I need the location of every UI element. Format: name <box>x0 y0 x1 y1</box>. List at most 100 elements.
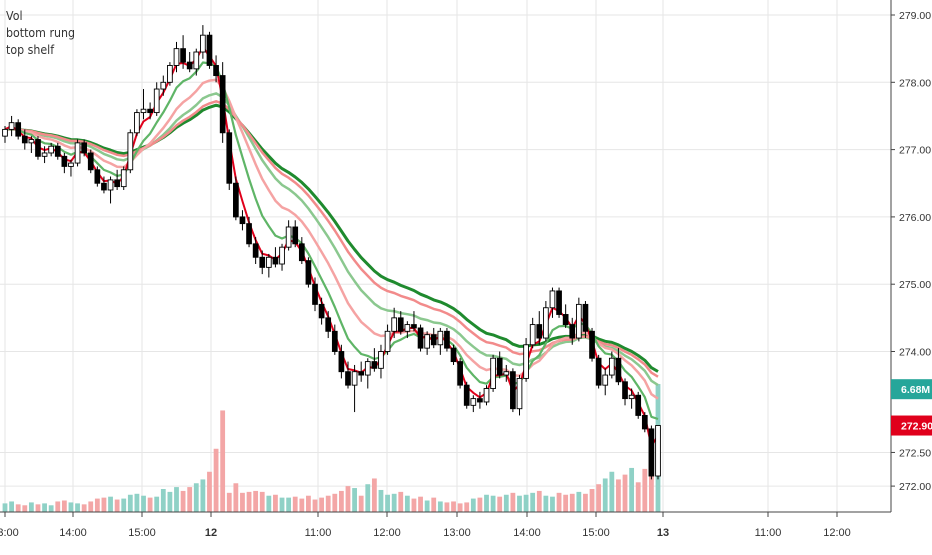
x-tick-label: 12:00 <box>373 527 401 539</box>
x-tick-label: 15:00 <box>128 527 156 539</box>
volume-bar <box>543 495 549 512</box>
ma-line-red-light <box>4 100 659 378</box>
x-tick-label: 12 <box>205 527 217 539</box>
candle-down <box>450 347 457 363</box>
volume-bar <box>583 493 588 512</box>
candle-down <box>259 256 266 268</box>
candle-down <box>345 371 351 386</box>
candle-down <box>246 223 252 245</box>
volume-bar <box>279 497 285 512</box>
volume-bar <box>233 483 239 512</box>
ma-line-red-lighter <box>4 78 659 400</box>
x-tick-label: 13:00 <box>0 527 19 539</box>
candle-up <box>490 357 496 389</box>
candle-up <box>41 152 48 157</box>
volume-bar <box>523 494 529 512</box>
volume-bar <box>35 504 41 512</box>
volume-bar <box>180 490 186 512</box>
volume-bar <box>596 484 602 512</box>
volume-bar <box>246 491 252 512</box>
candle-up <box>279 246 285 265</box>
volume-bar <box>556 492 562 512</box>
candle-down <box>101 182 107 191</box>
candle-up <box>8 122 15 130</box>
volume-bar <box>266 495 272 512</box>
volume-bar <box>55 501 61 512</box>
candle-down <box>318 303 325 319</box>
y-tick-label: 276.00 <box>899 212 931 224</box>
volume-bar <box>616 479 621 512</box>
volume-bar <box>378 489 384 512</box>
x-tick-label: 11:00 <box>305 527 332 539</box>
volume-bar <box>385 494 390 512</box>
candle-down <box>94 169 101 184</box>
candle-down <box>312 283 318 305</box>
y-tick-label: 278.00 <box>899 77 931 89</box>
volume-bar <box>576 491 582 512</box>
volume-bar <box>550 496 555 512</box>
candle-down <box>61 155 68 167</box>
candle-down <box>325 317 332 332</box>
candle-down <box>444 330 450 349</box>
ma-line-fast-green <box>4 61 659 421</box>
volume-bar <box>141 495 146 512</box>
x-axis: 13:00 14:00 15:00 12 11:00 12:00 13:00 14:00 15:… <box>0 511 891 539</box>
volume-bar <box>398 491 404 512</box>
candle-up <box>265 256 272 268</box>
candle-up <box>424 334 430 349</box>
candle-up <box>516 377 523 410</box>
volume-bar <box>444 502 450 512</box>
candle-up <box>470 398 477 406</box>
candle-up <box>391 317 398 332</box>
candle-down <box>35 139 41 157</box>
volume-bar <box>147 497 153 512</box>
x-tick-label: 14:00 <box>513 527 541 539</box>
candle-down <box>81 142 88 154</box>
price-label-box <box>891 415 932 436</box>
x-tick-label: 15:00 <box>582 527 610 539</box>
volume-bar <box>220 410 226 512</box>
candle-up <box>602 374 609 386</box>
volume-bar <box>286 497 292 512</box>
y-tick-label: 277.00 <box>899 145 931 157</box>
legend: Vol bottom rung top shelf <box>6 8 75 59</box>
volume-bar <box>470 498 476 512</box>
candle-up <box>404 324 411 332</box>
y-tick-label: 275.00 <box>899 279 931 291</box>
volume-bar <box>451 501 456 512</box>
candle-down <box>298 243 305 262</box>
volume-bar <box>22 505 28 512</box>
volume-bar <box>589 489 595 512</box>
volume-bar <box>622 474 628 512</box>
candle-up <box>523 344 529 379</box>
volume-bar <box>319 497 325 512</box>
candle-down <box>213 65 219 77</box>
candle-up <box>364 361 371 376</box>
x-tick-label: 12:00 <box>823 527 851 539</box>
ma-line-slow-green <box>4 103 659 373</box>
volume-bar <box>207 471 212 512</box>
volume-bar <box>200 479 206 512</box>
candle-down <box>206 34 213 66</box>
candle-up <box>28 139 35 144</box>
candle-down <box>147 108 153 114</box>
candle-down <box>272 256 279 265</box>
candle-down <box>562 314 569 326</box>
candle-up <box>503 371 510 376</box>
candle-up <box>160 81 167 90</box>
volume-bar <box>411 498 417 512</box>
grid <box>0 0 891 512</box>
candle-up <box>285 226 292 248</box>
candle-down <box>338 351 345 373</box>
volume-bar <box>75 503 80 512</box>
x-tick-label: 13:00 <box>443 527 471 539</box>
candle-up <box>2 128 8 137</box>
candle-down <box>635 394 642 416</box>
volume-bar <box>61 500 67 512</box>
volume-bar <box>629 467 635 512</box>
volume-bar <box>371 478 377 512</box>
volume-bar <box>259 491 265 512</box>
volume-bar <box>424 500 430 512</box>
candle-up <box>628 394 635 400</box>
candle-down <box>358 371 365 376</box>
